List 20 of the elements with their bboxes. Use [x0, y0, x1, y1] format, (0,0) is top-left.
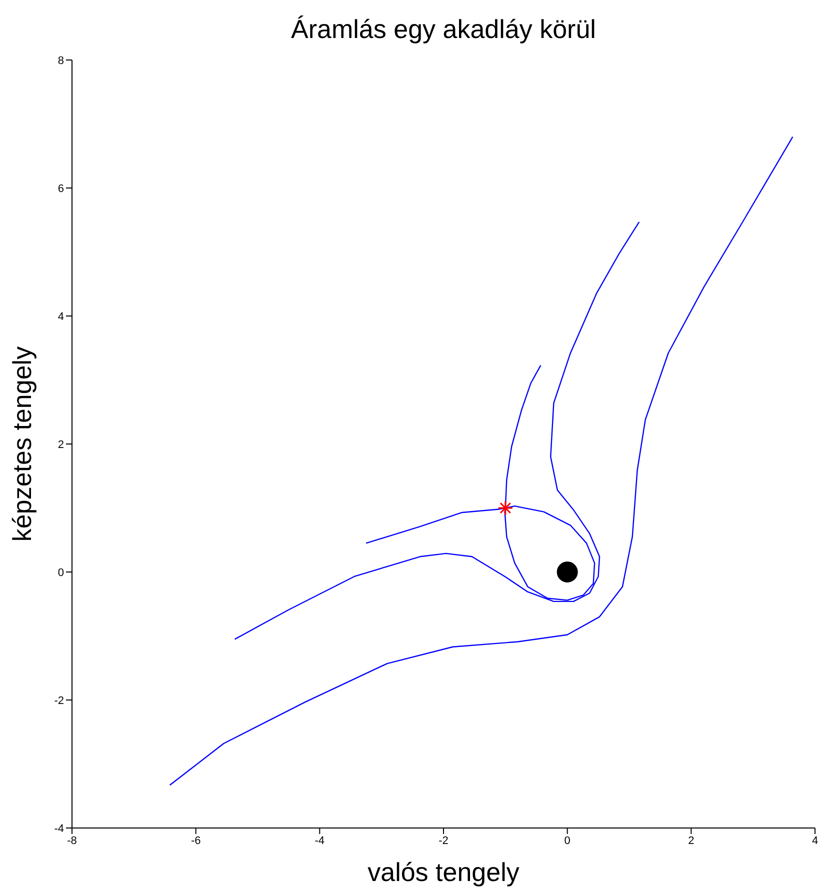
line-series — [366, 364, 596, 601]
x-tick-label: -4 — [314, 834, 325, 847]
line-series — [234, 221, 640, 640]
line-series — [169, 136, 794, 786]
x-tick-label: -2 — [438, 834, 448, 847]
x-axis-title: valós tengely — [368, 857, 520, 887]
y-tick-label: 2 — [58, 438, 64, 451]
x-tick-label: 0 — [564, 834, 570, 847]
y-tick-label: -2 — [54, 694, 64, 707]
x-tick-label: 2 — [688, 834, 694, 847]
y-tick-label: 4 — [58, 310, 64, 323]
y-tick-label: 8 — [58, 54, 64, 67]
chart-title: Áramlás egy akadláy körül — [290, 14, 597, 45]
y-tick-label: 0 — [58, 566, 64, 579]
y-axis-title: képzetes tengely — [7, 346, 38, 542]
x-tick-label: 4 — [812, 834, 818, 847]
y-tick-label: -4 — [54, 822, 64, 835]
x-tick-label: -8 — [67, 834, 77, 847]
y-tick-label: 6 — [58, 182, 64, 195]
x-tick-label: -6 — [190, 834, 201, 847]
